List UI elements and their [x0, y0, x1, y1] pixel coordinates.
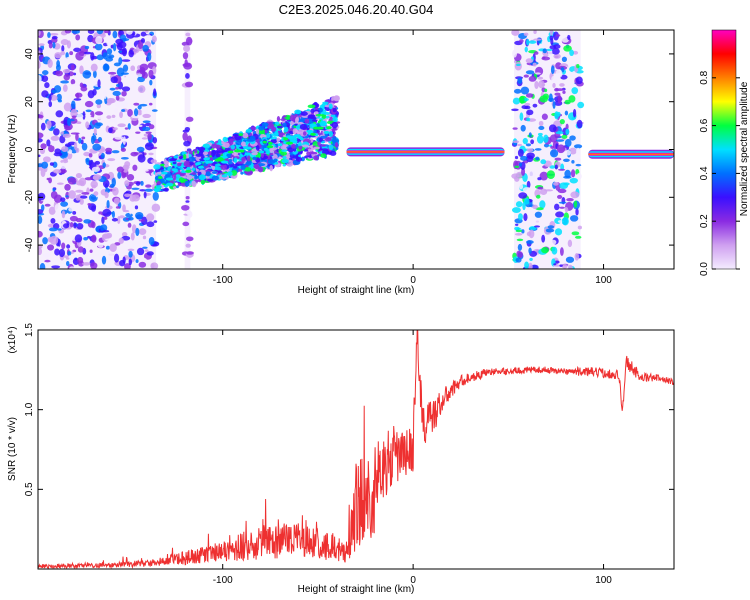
spectrogram-feature-stable-line [346, 147, 505, 157]
snr-y-multiplier: (x10⁴) [7, 326, 18, 353]
spectrogram-x-tick-label: -100 [213, 275, 233, 286]
spectrogram-feature-noise-left [38, 30, 161, 269]
spectrogram-plot-area [38, 30, 674, 269]
snr-x-tick-label: 100 [595, 575, 612, 586]
spectrogram-y-tick-label: 20 [24, 96, 35, 108]
colorbar: 0.0 0.2 0.4 0.6 0.8 Normalized spectral ampl… [699, 29, 750, 276]
spectrogram-y-tick-label: -20 [24, 190, 35, 205]
spectrogram-x-tick-label: 0 [410, 275, 416, 286]
spectrogram-y-tick-label: 0 [24, 146, 35, 152]
spectrogram-y-tick-label: 40 [24, 48, 35, 60]
spectrogram-feature-noise-band [511, 30, 585, 269]
colorbar-tick-label: 0.4 [699, 166, 710, 180]
colorbar-label: Normalized spectral amplitude [739, 81, 750, 216]
snr-y-axis-label: SNR (10 * v/v) [7, 417, 18, 481]
colorbar-tick-label: 0.0 [699, 262, 710, 276]
spectrogram-x-axis-label: Height of straight line (km) [298, 285, 415, 296]
spectrogram-panel: -100 0 100 -40 -20 0 20 40 Height of straight l… [7, 29, 675, 296]
colorbar-tick-label: 0.8 [699, 70, 710, 84]
spectrogram-feature-stable-line-right [588, 149, 674, 159]
spectrogram-y-tick-label: -40 [24, 237, 35, 252]
spectrogram-feature-rising-trace [153, 95, 341, 193]
snr-y-tick-label: 1.0 [24, 402, 35, 416]
spectrogram-y-axis-label: Frequency (Hz) [7, 115, 18, 184]
snr-x-axis-label: Height of straight line (km) [298, 584, 415, 595]
colorbar-tick-label: 0.2 [699, 214, 710, 228]
spectrogram-feature-noise-strip [181, 30, 194, 269]
colorbar-tick-label: 0.6 [699, 118, 710, 132]
snr-ticks: -100 0 100 0.5 1.0 1.5 [24, 323, 674, 586]
snr-x-tick-label: -100 [213, 575, 233, 586]
colorbar-ticks: 0.0 0.2 0.4 0.6 0.8 [699, 70, 740, 276]
snr-y-tick-label: 0.5 [24, 482, 35, 496]
snr-panel: -100 0 100 0.5 1.0 1.5 Height of straight lin… [7, 323, 675, 595]
snr-y-tick-label: 1.5 [24, 323, 35, 337]
snr-frame [37, 329, 675, 570]
snr-x-tick-label: 0 [410, 575, 416, 586]
chart-title: C2E3.2025.046.20.40.G04 [279, 2, 434, 17]
colorbar-gradient [711, 29, 737, 270]
spectrogram-ticks: -100 0 100 -40 -20 0 20 40 [24, 30, 674, 286]
snr-series-line [38, 330, 674, 569]
spectrogram-x-tick-label: 100 [595, 275, 612, 286]
